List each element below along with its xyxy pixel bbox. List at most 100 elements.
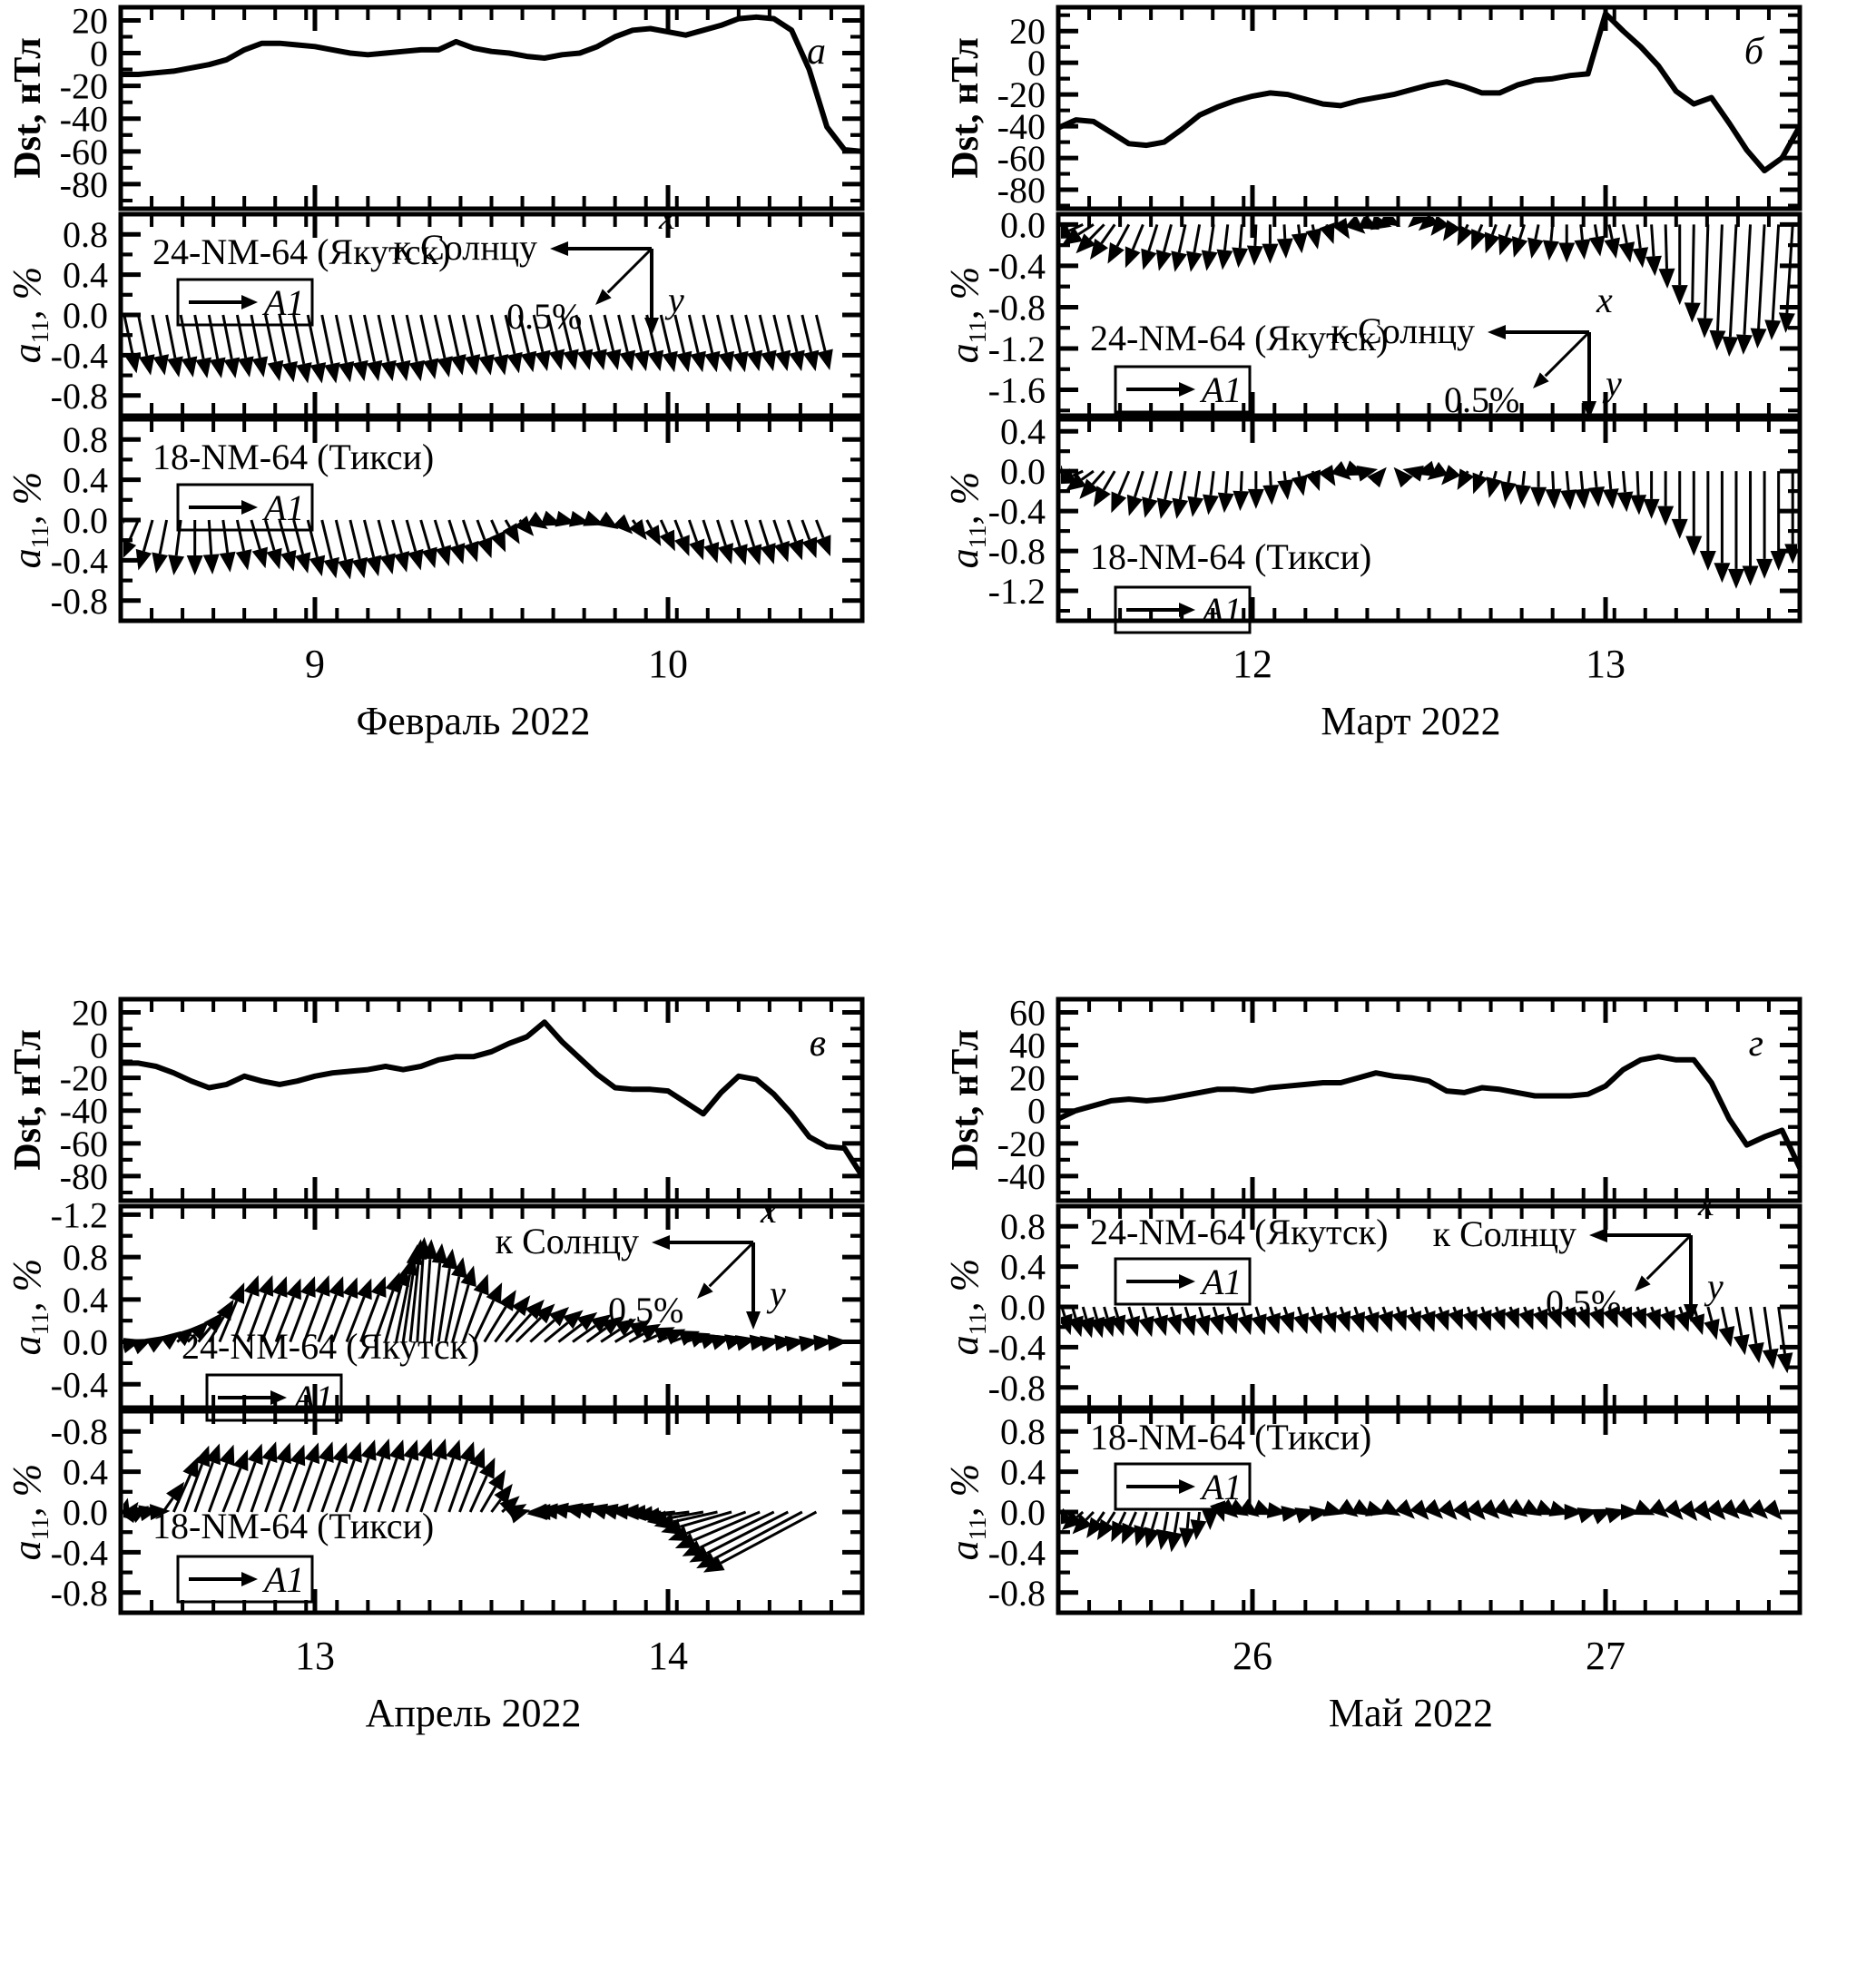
vector-head xyxy=(1419,1311,1436,1332)
vector-head xyxy=(342,1277,359,1300)
vector-shaft xyxy=(501,1507,506,1514)
vector-shaft xyxy=(359,1294,380,1343)
vector-shaft xyxy=(334,519,348,561)
vector-shaft xyxy=(1593,471,1598,487)
y-tick-label: -80 xyxy=(997,170,1046,211)
vector-shaft xyxy=(1106,1511,1116,1525)
vector-head xyxy=(152,552,169,574)
to-sun-label: к Солнцу xyxy=(496,1221,639,1261)
vector-shaft xyxy=(1478,223,1484,233)
vector-head xyxy=(1190,1519,1207,1541)
y-tick-label: 0.4 xyxy=(63,255,108,296)
vector-head xyxy=(195,357,211,378)
quiver-field xyxy=(123,1438,818,1573)
vector-shaft xyxy=(1209,470,1215,496)
vector-shaft xyxy=(433,519,445,548)
vector-head xyxy=(123,539,137,558)
dst-curve xyxy=(121,1019,865,1178)
vector-shaft xyxy=(1720,1306,1728,1329)
vector-head xyxy=(366,359,383,382)
vector-head xyxy=(294,552,311,574)
vector-head xyxy=(469,1447,486,1469)
vector-head xyxy=(203,1311,223,1333)
vector-shaft xyxy=(1096,1511,1105,1523)
vector-shaft xyxy=(433,314,447,358)
vector-head xyxy=(181,356,198,378)
vector-shaft xyxy=(1061,1306,1066,1317)
vector-head xyxy=(548,348,565,371)
vector-head xyxy=(761,349,777,372)
vector-head xyxy=(1279,1311,1295,1333)
vector-head xyxy=(597,1503,619,1520)
vector-head xyxy=(431,1438,447,1460)
vector-head xyxy=(1088,1316,1105,1339)
y-glyph-label: y xyxy=(1602,363,1622,404)
vector-shaft xyxy=(1691,224,1695,303)
vector-shaft xyxy=(572,1324,596,1343)
vector-head xyxy=(1202,1509,1219,1530)
vector-head xyxy=(647,349,664,372)
y-tick-label: 0 xyxy=(90,34,108,74)
vector-head xyxy=(1735,334,1753,355)
vector-head xyxy=(1345,217,1366,234)
vector-head xyxy=(473,1273,489,1296)
vector-shaft xyxy=(235,314,248,358)
y-tick-label: 0.0 xyxy=(63,1492,108,1533)
y-tick-label: 0.0 xyxy=(1000,1287,1046,1328)
vector-head xyxy=(309,555,326,577)
dst-frame xyxy=(1056,5,1802,211)
vector-shaft xyxy=(617,314,629,353)
y-tick-label: -20 xyxy=(60,66,108,107)
vector-shaft xyxy=(1353,1306,1359,1315)
vector-shaft xyxy=(1076,1510,1085,1518)
vector-shaft xyxy=(518,519,522,523)
vector-head xyxy=(1377,1311,1393,1332)
y-tick-label: -1.2 xyxy=(988,329,1046,369)
vector-shaft xyxy=(1068,223,1084,232)
vector-head xyxy=(295,362,312,384)
vector-shaft xyxy=(518,314,530,354)
vector-head xyxy=(508,1507,531,1524)
vector-head xyxy=(160,1330,182,1350)
vector-shaft xyxy=(1240,1306,1246,1317)
vector-head xyxy=(1762,1348,1779,1369)
vector-head xyxy=(773,540,790,563)
vector-shaft xyxy=(800,314,813,353)
vector-shaft xyxy=(377,1458,398,1513)
vector-head xyxy=(422,358,439,380)
quadrant-a: 20 0 -20 -40 -60 -80 Dst, нТл a 0.8 0.4 0.0 -0.4 -0.… xyxy=(0,0,938,991)
a11-axis-title: a11, % xyxy=(5,267,54,364)
y-tick-label: 40 xyxy=(1009,1026,1046,1066)
vector-head xyxy=(219,1444,235,1467)
vector-shaft xyxy=(444,1276,461,1342)
vector-head xyxy=(746,349,763,372)
vector-shaft xyxy=(588,314,601,352)
vector-shaft xyxy=(546,314,558,352)
vector-head xyxy=(597,511,619,529)
vector-shaft xyxy=(250,1459,271,1513)
vector-head xyxy=(590,1314,612,1333)
vector-head xyxy=(1093,486,1111,507)
vector-shaft xyxy=(292,1460,313,1513)
vector-shaft xyxy=(349,519,361,560)
vector-head xyxy=(1186,250,1203,272)
vector-shaft xyxy=(447,1459,469,1513)
vector-head xyxy=(732,350,749,373)
vector-shaft xyxy=(391,314,405,363)
vector-shaft xyxy=(264,519,276,551)
vector-shaft xyxy=(744,314,756,353)
vector-head xyxy=(463,540,479,563)
y-tick-label: -0.8 xyxy=(51,581,108,622)
dst-axis-title: Dst, нТл xyxy=(945,1029,987,1170)
vector-shaft xyxy=(1212,1306,1218,1317)
vector-head xyxy=(1187,496,1204,517)
vector-head xyxy=(351,556,368,579)
vector-head xyxy=(476,536,493,559)
vector-head xyxy=(403,1439,419,1461)
vector-head xyxy=(1433,1309,1449,1331)
vector-head xyxy=(1699,551,1716,572)
vector-shaft xyxy=(405,519,417,552)
vector-head xyxy=(189,1320,210,1341)
vector-head xyxy=(314,1274,330,1297)
vector-head xyxy=(1061,227,1084,246)
